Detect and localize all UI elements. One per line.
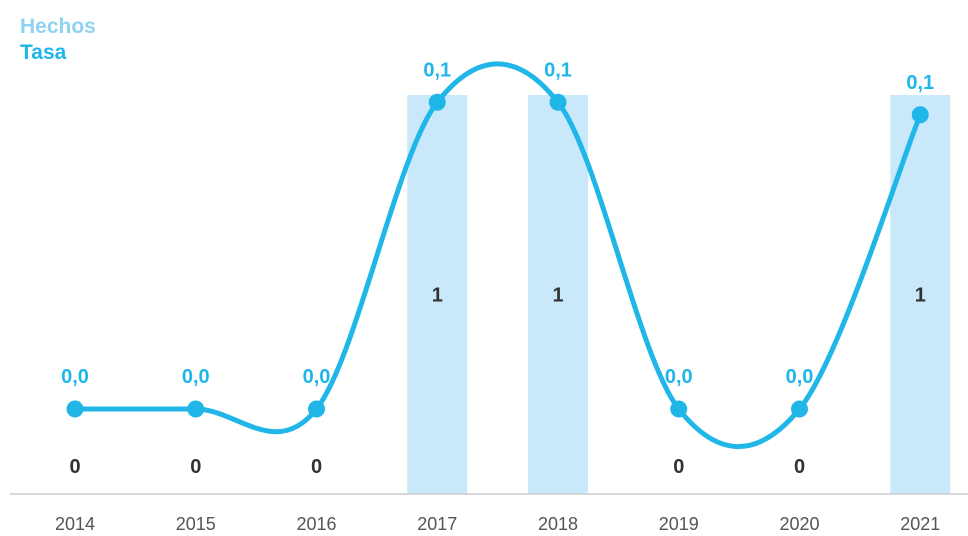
rate-label-2014: 0,0 [61, 366, 89, 388]
x-axis-tick-labels: 2014 2015 2016 2017 2018 2019 2020 2021 [55, 514, 940, 534]
point-2017 [428, 93, 446, 111]
tick-label-2017: 2017 [417, 514, 457, 534]
bar-label-2021: 1 [915, 285, 926, 307]
point-2020 [791, 400, 808, 418]
bar-2021 [890, 95, 951, 494]
tick-label-2016: 2016 [296, 514, 336, 534]
tick-label-2020: 2020 [779, 514, 819, 534]
rate-value-labels: 0,0 0,0 0,0 0,1 0,1 0,0 0,0 0,1 [61, 59, 934, 388]
bar-label-2014: 0 [69, 456, 80, 478]
bar-label-2018: 1 [552, 285, 563, 307]
rate-label-2015: 0,0 [182, 366, 210, 388]
bar-2018 [528, 95, 588, 494]
rate-label-2016: 0,0 [303, 366, 331, 388]
legend: Hechos Tasa [20, 14, 96, 66]
rate-label-2020: 0,0 [786, 366, 814, 388]
rate-label-2018: 0,1 [544, 59, 572, 81]
point-2021 [911, 106, 929, 124]
tick-label-2018: 2018 [538, 514, 578, 534]
point-2016 [308, 400, 325, 418]
bar-label-2015: 0 [190, 456, 201, 478]
bar-label-2017: 1 [432, 285, 443, 307]
bar-value-labels: 0 0 0 1 1 0 0 1 [69, 285, 925, 479]
line-series-tasa [72, 61, 923, 449]
point-2015 [187, 400, 205, 418]
rate-label-2021: 0,1 [906, 72, 934, 94]
tick-label-2019: 2019 [659, 514, 699, 534]
line-points [66, 93, 929, 418]
bar-label-2019: 0 [673, 456, 684, 478]
bar-2017 [407, 95, 468, 494]
bar-label-2020: 0 [794, 456, 805, 478]
tick-label-2014: 2014 [55, 514, 95, 534]
point-2014 [66, 400, 84, 418]
point-2018 [549, 93, 567, 111]
legend-item-hechos: Hechos [20, 15, 96, 38]
bar-series-hechos [407, 95, 951, 494]
tick-label-2021: 2021 [900, 514, 940, 534]
tick-label-2015: 2015 [176, 514, 216, 534]
point-2019 [670, 400, 688, 418]
rate-label-2017: 0,1 [423, 59, 451, 81]
bar-label-2016: 0 [311, 456, 322, 478]
rate-label-2019: 0,0 [665, 366, 693, 388]
legend-item-tasa: Tasa [20, 41, 67, 64]
